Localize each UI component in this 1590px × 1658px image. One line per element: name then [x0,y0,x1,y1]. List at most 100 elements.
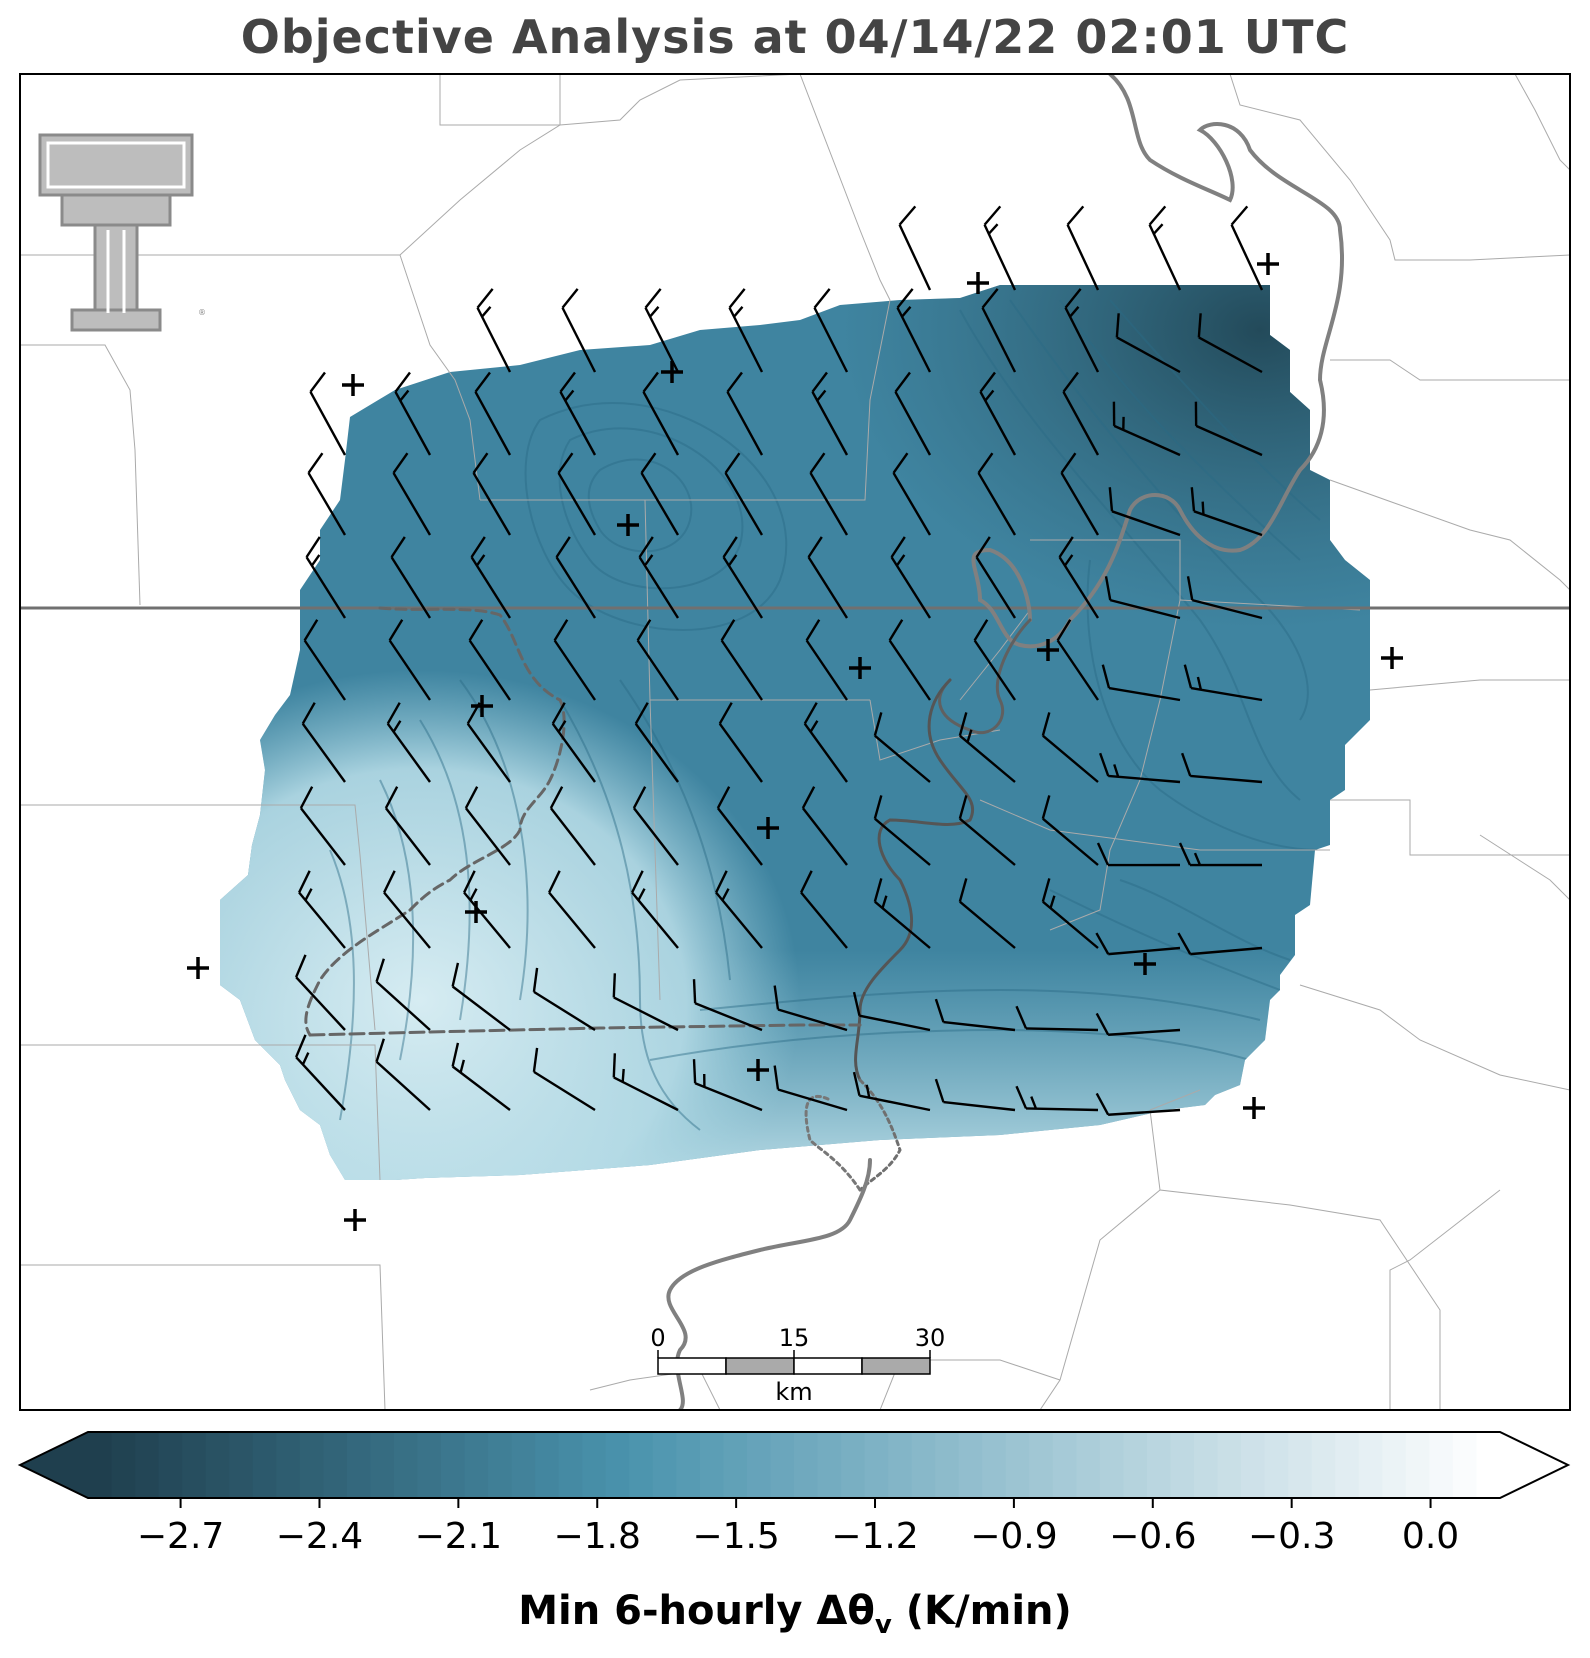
wind-barb [557,452,597,536]
barb-flag [1177,932,1192,955]
barb-shaft [298,891,346,949]
barb-shaft [613,1076,679,1112]
colorbar-outline [17,1431,1571,1499]
barb-flag [898,205,917,226]
wind-barb [773,985,848,1032]
barb-flag [718,702,733,725]
barb-flag [309,371,326,393]
barb-shaft [632,807,679,866]
barb-shaft [1195,424,1263,457]
station-plus-icon [661,361,683,383]
barb-shaft [388,639,431,701]
barb-shaft [1108,1028,1181,1036]
colorbar-cell [1288,1432,1313,1498]
wind-barb [1066,205,1100,291]
barb-flag [303,619,319,642]
barb-half-flag [481,306,492,318]
barb-flag [295,1034,307,1058]
contour-line [1119,879,1291,961]
barb-flag [1015,1085,1028,1109]
colorbar-cell [1099,1432,1125,1498]
barb-shaft [859,1094,931,1112]
barb-half-flag [1196,676,1203,690]
barb-shaft [801,807,848,866]
barb-flag [548,870,561,894]
barb-flag [634,702,649,725]
wind-barb [295,954,346,1031]
barb-shaft [943,1100,1016,1112]
wind-barb [807,536,849,619]
wind-barb [892,452,932,536]
wind-barb [934,1078,1016,1112]
colorbar-cell [794,1432,819,1498]
colorbar-cell [346,1432,371,1498]
barb-shaft [1108,1108,1181,1116]
barb-half-flag [399,389,410,402]
wind-barb [716,786,763,866]
barb-flag [464,786,479,809]
barb-shaft [943,1020,1016,1032]
barb-flag [1041,878,1051,903]
barb-flag [1186,576,1194,601]
barb-shaft [722,556,764,619]
wind-barb [1148,205,1182,291]
barb-flag [873,712,883,737]
wind-barb [1180,752,1263,784]
barb-shaft [390,556,432,619]
colorbar-cell [1147,1432,1172,1498]
barb-shaft [392,472,432,536]
barb-flag [1183,664,1193,689]
station-plus-icon [757,817,779,839]
barb-flag [934,1078,945,1103]
barb-shaft [1042,734,1099,783]
barb-shaft [694,1082,763,1112]
barb-flag [559,371,576,393]
wind-barb [463,870,511,949]
barb-shaft [1191,598,1263,620]
barb-shaft [813,307,849,373]
barb-shaft [394,391,432,456]
scale-tick-15: 15 [779,1324,810,1352]
wind-barb [898,205,932,291]
barb-flag [801,786,816,809]
wind-barb [811,371,849,456]
barb-shaft [466,722,511,783]
barb-shaft [800,891,848,949]
wind-barb [873,712,931,783]
colorbar-cell [205,1432,230,1498]
barb-shaft [305,556,347,619]
barb-flag [1062,371,1079,393]
barb-flag [1230,205,1249,226]
barb-flag [636,619,652,642]
wind-barb [307,452,347,536]
contour-line [587,458,693,553]
county-line [480,299,891,501]
barb-flag [392,452,409,474]
barb-shaft [1058,556,1100,619]
contour-line [1109,299,1321,521]
wind-barb [773,1065,848,1112]
wind-barb [548,870,596,949]
colorbar-cell [1170,1432,1195,1498]
scale-tick-30: 30 [915,1324,946,1352]
barb-flag [386,702,401,725]
barb-shaft [728,307,764,373]
analysis-field [220,285,1370,1180]
barb-shaft [777,1088,848,1112]
wind-barb [549,786,596,866]
map[interactable]: ® 0 15 30 km [0,0,1590,1420]
colorbar-cell [276,1432,301,1498]
barb-shaft [307,472,347,536]
wind-barb [295,1034,346,1111]
barb-shaft [803,722,848,783]
barb-shaft [309,391,347,456]
barb-shaft [983,224,1017,291]
wind-barb [726,371,764,456]
barb-flag [1058,536,1074,558]
barb-shaft [451,985,511,1031]
barb-shaft [640,472,680,536]
barb-flag [451,962,460,987]
colorbar-label: Min 6-hourly Δθv (K/min) [0,1588,1590,1640]
barb-flag [1041,712,1051,737]
barb-shaft [548,891,596,949]
